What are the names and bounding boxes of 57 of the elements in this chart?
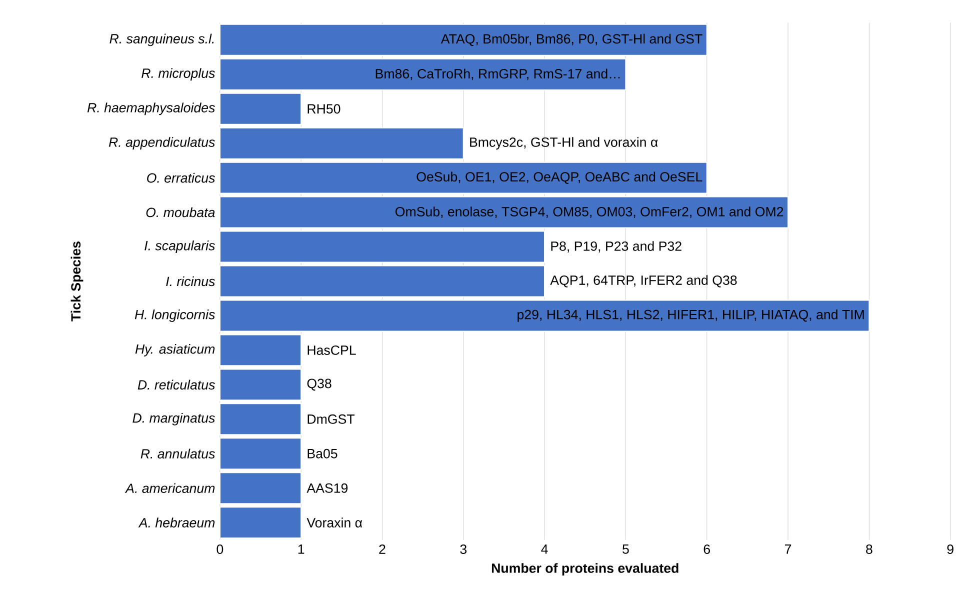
bar: [219, 265, 546, 298]
data-label: OmSub, enolase, TSGP4, OM85, OM03, OmFer2, OM1 and OM2: [395, 206, 784, 218]
bar: [219, 24, 708, 56]
x-tick-label: 4: [541, 544, 548, 554]
bar: [219, 58, 626, 90]
x-axis-title: Number of proteins evaluated: [492, 563, 678, 576]
y-tick-label: D. reticulatus: [138, 380, 215, 390]
data-label: HasCPL: [308, 345, 356, 355]
x-tick-label: 8: [866, 544, 872, 554]
bar: [219, 92, 302, 125]
y-tick-label: I. scapularis: [144, 240, 215, 253]
bar: [219, 196, 789, 228]
x-tick-label: 9: [947, 544, 954, 554]
x-tick-label: 3: [460, 544, 467, 554]
x-tick-label: 6: [704, 544, 710, 554]
bar: [219, 438, 302, 470]
y-tick-label: R. microplus: [142, 68, 215, 81]
data-label: P8, P19, P23 and P32: [551, 241, 682, 252]
y-tick-label: A. hebraeum: [138, 518, 215, 528]
data-label: AAS19: [306, 483, 348, 493]
bar: [219, 472, 302, 504]
data-label: Q38: [307, 378, 332, 391]
y-tick-label: H. longicornis: [134, 309, 215, 322]
y-tick-label: I. ricinus: [166, 276, 215, 286]
data-label: AQP1, 64TRP, IrFER2 and Q38: [550, 275, 737, 288]
data-label: RH50: [308, 104, 340, 114]
data-label: DmGST: [308, 414, 355, 424]
y-tick-label: D. marginatus: [132, 412, 215, 426]
data-label: p29, HL34, HLS1, HLS2, HIFER1, HILIP, HIATAQ, and TIM: [518, 309, 864, 322]
bar: [219, 403, 302, 436]
data-label: ATAQ, Bm05br, Bm86, P0, GST-Hl and GST: [440, 34, 702, 46]
y-tick-label: O. erraticus: [147, 172, 215, 183]
data-label: Bm86, CaTroRh, RmGRP, RmS-17 and…: [376, 68, 620, 80]
y-tick-label: R. appendiculatus: [108, 137, 215, 150]
data-label: Voraxin α: [306, 518, 362, 528]
bar: [219, 300, 870, 332]
x-tick-label: 5: [622, 544, 629, 554]
bar: [219, 506, 302, 539]
y-tick-label: A. americanum: [124, 483, 215, 493]
bar: [219, 334, 302, 366]
data-label: OeSub, OE1, OE2, OeAQP, OeABC and OeSEL: [416, 172, 702, 184]
y-tick-label: O. moubata: [146, 207, 215, 218]
data-label: Bmcys2c, GST-Hl and voraxin α: [470, 137, 658, 150]
y-axis-title: Tick Species: [70, 241, 84, 322]
bar: [219, 162, 708, 194]
bar: [219, 230, 546, 263]
x-tick-label: 1: [298, 544, 304, 554]
y-tick-label: R. haemaphysaloides: [87, 102, 215, 115]
x-tick-label: 2: [379, 544, 386, 554]
x-tick-label: 0: [216, 544, 224, 554]
x-tick-label: 7: [785, 544, 792, 554]
y-tick-label: R. annulatus: [140, 448, 215, 458]
bar: [219, 127, 464, 160]
y-tick-label: Hy. asiaticum: [135, 344, 215, 356]
bar: [219, 368, 302, 401]
y-tick-label: R. sanguineus s.l.: [110, 34, 214, 46]
data-label: Ba05: [308, 448, 338, 458]
